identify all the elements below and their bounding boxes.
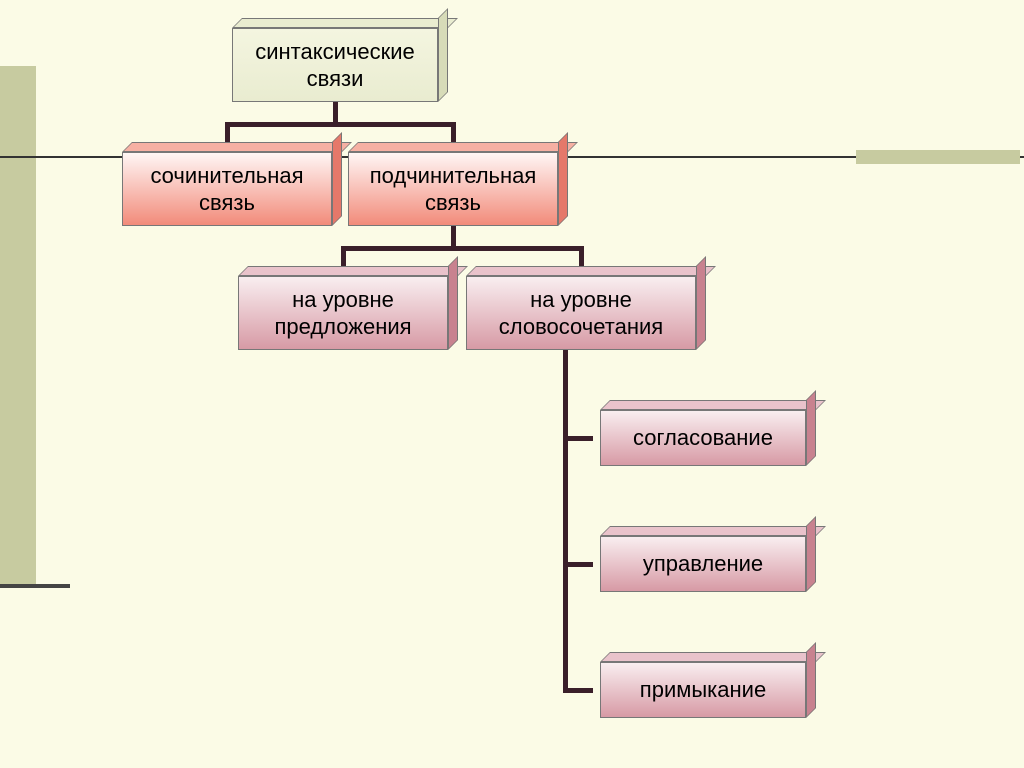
node-3d-top bbox=[600, 652, 826, 662]
node-label-line1: управление bbox=[600, 550, 806, 578]
node-3d-right bbox=[558, 132, 568, 226]
node-label-line1: примыкание bbox=[600, 676, 806, 704]
node-phrase: на уровне словосочетания bbox=[466, 276, 696, 350]
node-label-line2: предложения bbox=[238, 313, 448, 341]
node-3d-top bbox=[232, 18, 458, 28]
edge-to-agree bbox=[563, 436, 593, 441]
edge-level3-hbar bbox=[341, 246, 584, 251]
node-3d-right bbox=[696, 256, 706, 350]
edge-to-coord bbox=[225, 122, 230, 144]
node-3d-top bbox=[600, 526, 826, 536]
edge-to-phrase bbox=[579, 246, 584, 268]
node-3d-right bbox=[806, 516, 816, 592]
edge-to-adjoin bbox=[563, 688, 593, 693]
node-label-line2: связь bbox=[348, 189, 558, 217]
node-agree: согласование bbox=[600, 410, 806, 466]
edge-to-subord bbox=[451, 122, 456, 144]
node-label-line1: на уровне bbox=[238, 286, 448, 314]
node-root: синтаксические связи bbox=[232, 28, 438, 102]
node-label-line1: синтаксические bbox=[232, 38, 438, 66]
node-govern: управление bbox=[600, 536, 806, 592]
node-adjoin: примыкание bbox=[600, 662, 806, 718]
node-3d-right bbox=[448, 256, 458, 350]
node-3d-right bbox=[438, 8, 448, 102]
node-label-line2: связи bbox=[232, 65, 438, 93]
node-3d-top bbox=[122, 142, 352, 152]
edge-subord-down bbox=[451, 226, 456, 248]
node-3d-right bbox=[806, 390, 816, 466]
node-3d-top bbox=[600, 400, 826, 410]
node-3d-right bbox=[332, 132, 342, 226]
node-subord: подчинительная связь bbox=[348, 152, 558, 226]
bottom-left-tick bbox=[0, 584, 70, 588]
node-3d-right bbox=[806, 642, 816, 718]
edge-to-sent bbox=[341, 246, 346, 268]
edge-to-govern bbox=[563, 562, 593, 567]
node-sent: на уровне предложения bbox=[238, 276, 448, 350]
edge-level2-hbar bbox=[225, 122, 456, 127]
right-accent-tick bbox=[856, 150, 1020, 164]
node-3d-top bbox=[238, 266, 468, 276]
edge-phrase-spine bbox=[563, 350, 568, 692]
node-label-line1: на уровне bbox=[466, 286, 696, 314]
left-accent-bar bbox=[0, 66, 36, 586]
edge-root-down bbox=[333, 102, 338, 124]
node-3d-top bbox=[348, 142, 578, 152]
node-label-line2: связь bbox=[122, 189, 332, 217]
node-label-line1: согласование bbox=[600, 424, 806, 452]
node-label-line2: словосочетания bbox=[466, 313, 696, 341]
node-3d-top bbox=[466, 266, 716, 276]
node-label-line1: сочинительная bbox=[122, 162, 332, 190]
node-label-line1: подчинительная bbox=[348, 162, 558, 190]
node-coord: сочинительная связь bbox=[122, 152, 332, 226]
